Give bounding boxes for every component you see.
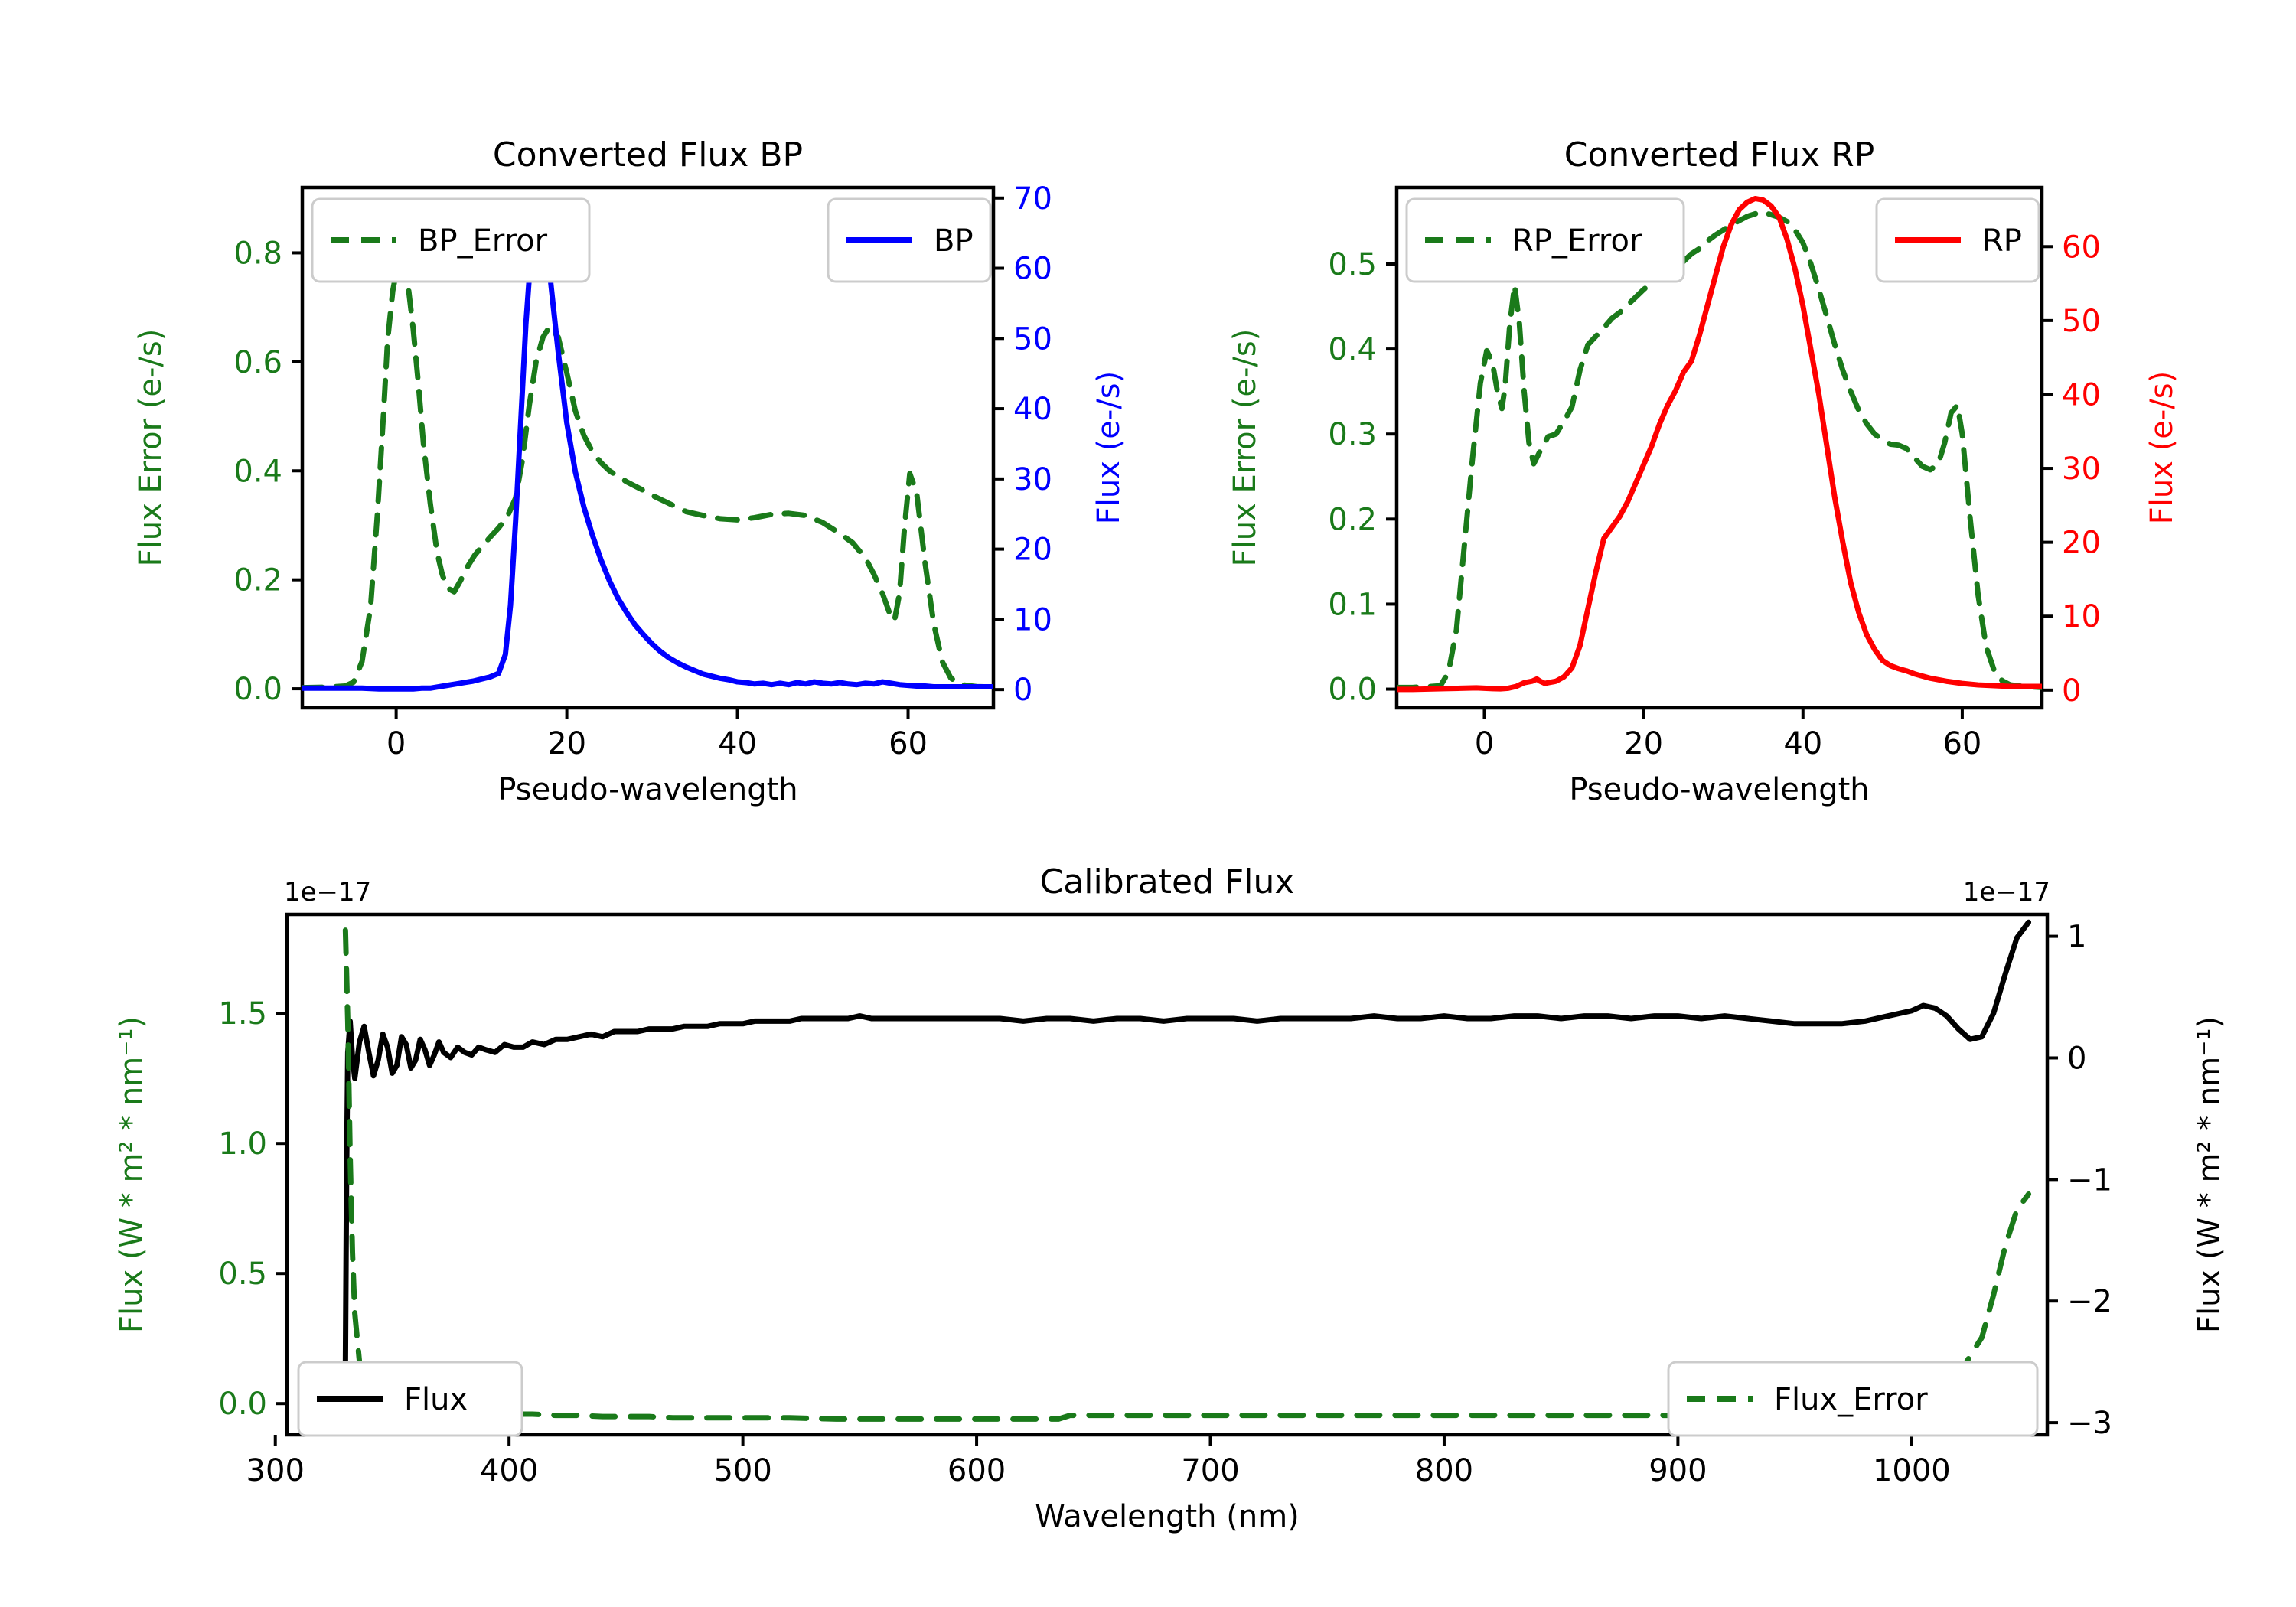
y-tick-label-right: 20 <box>2062 526 2101 561</box>
y-tick-label-right: 0 <box>2067 1041 2086 1076</box>
y-tick-label-left: 1.5 <box>218 996 267 1032</box>
y-axis-label-right: Flux (e-/s) <box>2144 371 2180 524</box>
panel-converted-flux-bp: Converted Flux BP 0 20 40 60 Pseudo-wavelengt… <box>0 46 1148 826</box>
panel-calibrated-flux: Calibrated Flux 300 400 500 600 700 800 900 1000… <box>0 826 2296 1607</box>
y-tick-label-right: −3 <box>2067 1406 2112 1441</box>
y-axis-label-left: Flux Error (e-/s) <box>1228 329 1263 567</box>
y-tick-label-right: 60 <box>1013 252 1052 287</box>
y-tick-label-left: 0.1 <box>1328 587 1377 622</box>
y-tick-label-left: 0.4 <box>233 454 282 489</box>
series-line-bp_error <box>302 261 993 691</box>
y-tick-label-right: 30 <box>2062 451 2101 487</box>
y-tick-label-right: −2 <box>2067 1284 2112 1319</box>
series-line-flux_error <box>342 927 2032 1422</box>
y-tick-label-left: 0.2 <box>1328 502 1377 537</box>
series-line-rp_error <box>1397 209 2042 690</box>
y-tick-label-right: 50 <box>1013 321 1052 357</box>
x-tick-label: 60 <box>889 726 928 761</box>
y-axis-label-right: Flux (W * m² * nm⁻¹) <box>2192 1016 2227 1333</box>
y-tick-label-left: 0.0 <box>218 1387 267 1422</box>
x-tick-label: 40 <box>1783 726 1822 761</box>
y-tick-label-left: 0.0 <box>233 672 282 707</box>
x-axis-label: Pseudo-wavelength <box>497 772 797 807</box>
y-tick-label-right: 40 <box>1013 392 1052 427</box>
x-tick-label: 900 <box>1649 1453 1707 1488</box>
x-tick-label: 300 <box>246 1453 305 1488</box>
y-axis-label-left: Flux Error (e-/s) <box>133 329 168 567</box>
series-line-rp <box>1397 195 2042 693</box>
y-tick-label-right: 10 <box>1013 602 1052 637</box>
series-line-bp <box>302 213 993 692</box>
x-tick-label: 0 <box>386 726 406 761</box>
y-tick-label-left: 0.4 <box>1328 332 1377 367</box>
y-tick-label-left: 0.6 <box>233 345 282 380</box>
y-axis-offset-left: 1e−17 <box>284 877 371 908</box>
y-tick-label-right: 30 <box>1013 462 1052 497</box>
x-tick-label: 20 <box>547 726 586 761</box>
x-tick-label: 700 <box>1181 1453 1239 1488</box>
y-tick-label-right: 1 <box>2067 920 2086 955</box>
x-tick-label: 500 <box>713 1453 771 1488</box>
plot-frame <box>300 185 996 710</box>
y-tick-label-right: 70 <box>1013 181 1052 217</box>
legend-box <box>1405 197 1685 283</box>
legend-flux-error[interactable]: Flux_Error <box>1667 1361 2039 1437</box>
legend-label: Flux_Error <box>1774 1382 1928 1417</box>
y-tick-label-right: −1 <box>2067 1162 2112 1198</box>
y-tick-label-left: 0.3 <box>1328 417 1377 452</box>
legend-label: BP <box>934 223 974 259</box>
y-tick-label-right: 10 <box>2062 599 2101 634</box>
y-axis-label-left: Flux (W * m² * nm⁻¹) <box>114 1016 149 1333</box>
legend-flux[interactable]: Flux <box>297 1361 523 1437</box>
y-tick-label-left: 0.0 <box>1328 673 1377 708</box>
legend-box <box>297 1361 523 1437</box>
x-axis-label: Pseudo-wavelength <box>1569 772 1869 807</box>
legend-label: Flux <box>404 1382 468 1417</box>
x-tick-label: 600 <box>947 1453 1006 1488</box>
y-tick-label-left: 0.5 <box>1328 247 1377 282</box>
y-axis-offset-right: 1e−17 <box>1963 877 2050 908</box>
legend-label: RP_Error <box>1512 223 1642 259</box>
y-tick-label-right: 20 <box>1013 533 1052 568</box>
y-tick-label-right: 60 <box>2062 230 2101 265</box>
x-axis-label: Wavelength (nm) <box>1035 1499 1300 1534</box>
y-axis-label-right: Flux (e-/s) <box>1091 371 1127 524</box>
series-line-flux <box>342 919 2032 1365</box>
panel-converted-flux-rp: Converted Flux RP 0 20 40 60 Pseudo-wavelengt… <box>1148 46 2296 826</box>
y-tick-label-right: 50 <box>2062 304 2101 339</box>
legend-rp[interactable]: RP <box>1875 197 2040 283</box>
x-tick-label: 0 <box>1475 726 1494 761</box>
y-tick-label-left: 0.5 <box>218 1257 267 1292</box>
legend-rp-error[interactable]: RP_Error <box>1405 197 1685 283</box>
y-tick-label-right: 40 <box>2062 377 2101 412</box>
y-tick-label-left: 1.0 <box>218 1126 267 1162</box>
legend-label: RP <box>1982 223 2022 259</box>
y-tick-label-left: 0.2 <box>233 563 282 598</box>
legend-box <box>1667 1361 2039 1437</box>
panel-title: Converted Flux BP <box>493 135 803 174</box>
x-tick-label: 40 <box>718 726 757 761</box>
legend-label: BP_Error <box>418 223 548 259</box>
panel-title: Calibrated Flux <box>1040 862 1295 901</box>
y-tick-label-right: 0 <box>1013 673 1032 708</box>
panel-title: Converted Flux RP <box>1564 135 1875 174</box>
x-tick-label: 400 <box>480 1453 538 1488</box>
x-tick-label: 1000 <box>1873 1453 1951 1488</box>
x-tick-label: 800 <box>1415 1453 1473 1488</box>
x-tick-label: 20 <box>1624 726 1663 761</box>
x-tick-label: 60 <box>1942 726 1981 761</box>
y-tick-label-left: 0.8 <box>233 236 282 271</box>
plot-frame <box>285 912 2050 1437</box>
legend-bp-error[interactable]: BP_Error <box>311 197 591 283</box>
legend-box <box>311 197 591 283</box>
legend-bp[interactable]: BP <box>827 197 992 283</box>
plot-frame <box>1394 185 2044 710</box>
y-tick-label-right: 0 <box>2062 673 2081 709</box>
